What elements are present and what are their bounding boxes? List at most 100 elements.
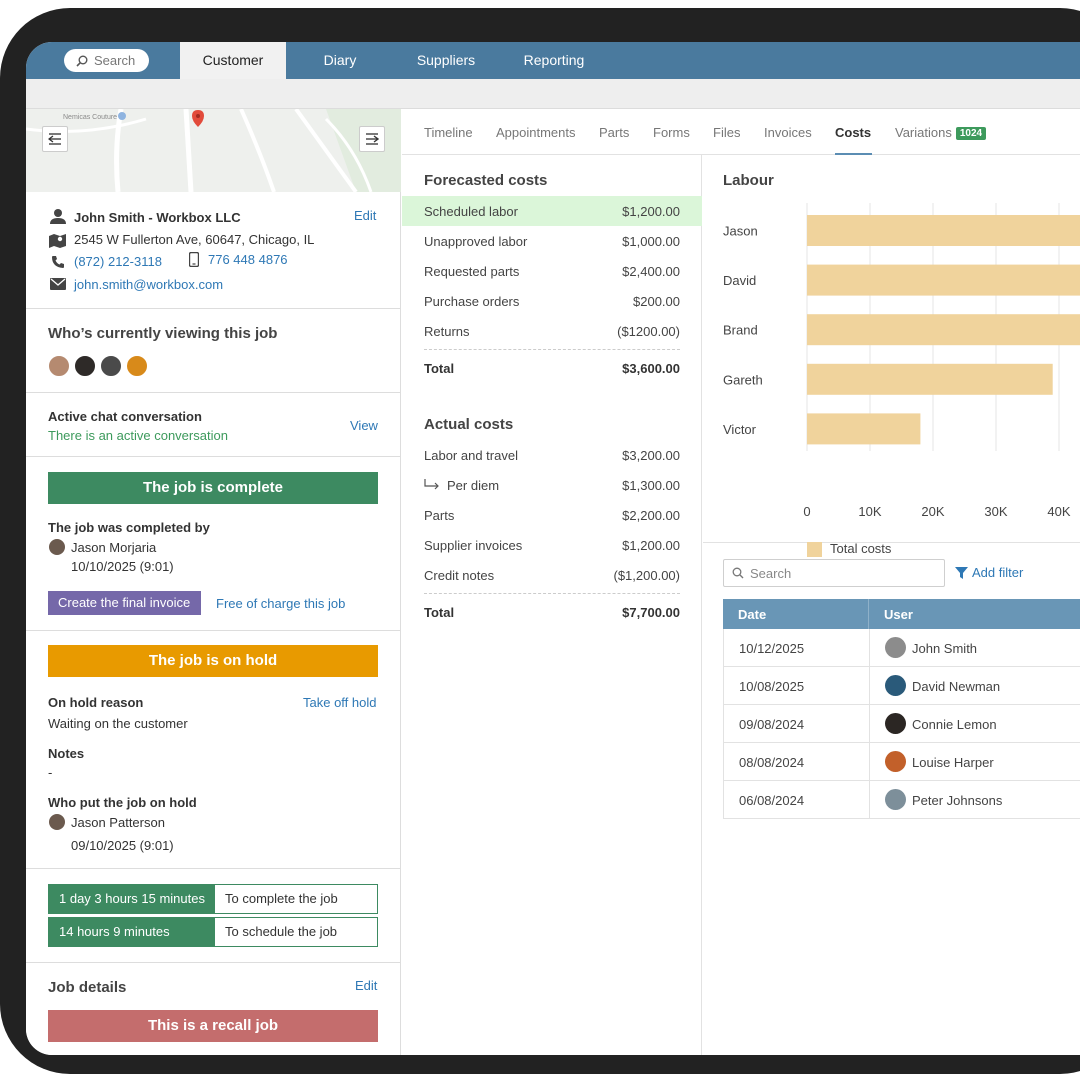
create-final-invoice-button[interactable]: Create the final invoice	[48, 591, 201, 615]
tab-parts[interactable]: Parts	[599, 125, 630, 140]
table-row[interactable]: 10/08/2025 David Newman	[723, 667, 1080, 705]
tab-variations[interactable]: Variations 1024	[895, 125, 987, 140]
cost-value: $1,200.00	[622, 204, 680, 219]
x-tick-label: 10K	[858, 504, 881, 519]
cost-row: Requested parts $2,400.00	[402, 256, 702, 286]
tab-customer[interactable]: Customer	[180, 42, 286, 79]
cost-row: Labor and travel $3,200.00	[402, 440, 702, 470]
location-map[interactable]: Nemicas Couture	[26, 109, 401, 192]
bar	[807, 363, 1053, 395]
total-label: Total	[424, 605, 455, 620]
table-row[interactable]: 08/08/2024 Louise Harper	[723, 743, 1080, 781]
avatar	[885, 675, 906, 696]
cost-value: $3,200.00	[622, 448, 680, 463]
timer-label: To complete the job	[225, 891, 338, 906]
cost-name: Parts	[424, 508, 455, 523]
chart-title: Labour	[723, 172, 774, 189]
tab-invoices[interactable]: Invoices	[764, 125, 812, 140]
on-hold-at: 09/10/2025 (9:01)	[71, 838, 174, 853]
viewers-section: Who’s currently viewing this job	[26, 309, 401, 393]
cost-row: Per diem $1,300.00	[402, 470, 702, 500]
timer-duration: 1 day 3 hours 15 minutes	[49, 885, 215, 913]
tab-costs[interactable]: Costs	[835, 125, 872, 140]
tab-appointments[interactable]: Appointments	[496, 125, 576, 140]
timer-label: To schedule the job	[225, 924, 338, 939]
x-tick-label: 30K	[984, 504, 1007, 519]
table-search-input[interactable]: Search	[723, 559, 945, 587]
avatar	[74, 355, 96, 377]
legend-label: Total costs	[830, 541, 892, 556]
cost-row: Scheduled labor $1,200.00	[402, 196, 702, 226]
tab-forms[interactable]: Forms	[653, 125, 690, 140]
avatar	[49, 539, 65, 555]
category-label: David	[723, 273, 756, 288]
global-search-placeholder: Search	[94, 53, 136, 68]
category-label: Victor	[723, 422, 757, 437]
who-put-on-hold-label: Who put the job on hold	[48, 795, 197, 810]
tab-files[interactable]: Files	[713, 125, 741, 140]
recall-job-banner: This is a recall job	[48, 1010, 378, 1042]
cost-row: Credit notes ($1,200.00)	[402, 560, 702, 590]
active-tab-underline	[835, 153, 872, 155]
avatar	[885, 789, 906, 810]
tab-suppliers[interactable]: Suppliers	[416, 52, 476, 68]
cell-divider	[869, 629, 870, 667]
row-date: 10/12/2025	[739, 641, 805, 656]
actual-costs-title: Actual costs	[424, 416, 514, 433]
row-user: Louise Harper	[912, 755, 994, 770]
costs-panel: Forecasted costs Scheduled labor $1,200.0…	[402, 155, 702, 1055]
legend-swatch	[807, 542, 822, 557]
customer-phone[interactable]: (872) 212-3118	[74, 254, 162, 269]
chat-section: Active chat conversation There is an act…	[26, 393, 401, 457]
cost-name: Requested parts	[424, 264, 520, 279]
add-filter-button[interactable]: Add filter	[955, 565, 1023, 580]
tab-reporting[interactable]: Reporting	[523, 52, 585, 68]
column-header-date[interactable]: Date	[738, 607, 767, 622]
total-value: $3,600.00	[622, 361, 680, 376]
cost-value: $2,400.00	[622, 264, 680, 279]
customer-email[interactable]: john.smith@workbox.com	[74, 277, 224, 292]
avatar	[885, 637, 906, 658]
table-row[interactable]: 06/08/2024 Peter Johnsons	[723, 781, 1080, 819]
take-off-hold-link[interactable]: Take off hold	[303, 695, 377, 710]
device-frame: Search Customer Diary Suppliers Reportin…	[0, 8, 1080, 1074]
table-row[interactable]: 10/12/2025 John Smith	[723, 629, 1080, 667]
edit-customer-link[interactable]: Edit	[354, 208, 377, 223]
collapse-left-icon	[48, 133, 61, 145]
free-of-charge-link[interactable]: Free of charge this job	[216, 596, 346, 611]
map-roads: Nemicas Couture	[26, 109, 401, 192]
bar	[807, 314, 1080, 346]
job-details-title: Job details	[48, 979, 127, 996]
view-chat-link[interactable]: View	[350, 418, 378, 433]
cell-divider	[869, 781, 870, 819]
avatar	[126, 355, 148, 377]
app-screen: Search Customer Diary Suppliers Reportin…	[26, 42, 1080, 1055]
divider	[424, 593, 680, 594]
cost-value: $1,300.00	[622, 478, 680, 493]
total-label: Total	[424, 361, 455, 376]
row-date: 10/08/2025	[739, 679, 805, 694]
filter-icon	[955, 566, 968, 579]
collapse-left-button[interactable]	[42, 126, 68, 152]
tab-diary[interactable]: Diary	[323, 52, 357, 68]
global-search[interactable]: Search	[64, 49, 149, 72]
job-complete-banner: The job is complete	[48, 472, 378, 504]
expand-right-icon	[366, 133, 379, 145]
add-filter-label: Add filter	[972, 565, 1024, 580]
bar	[807, 264, 1080, 296]
cost-name: Per diem	[447, 478, 500, 493]
edit-job-details-link[interactable]: Edit	[355, 978, 378, 993]
cost-name: Credit notes	[424, 568, 495, 583]
tab-timeline[interactable]: Timeline	[424, 125, 473, 140]
expand-right-button[interactable]	[359, 126, 385, 152]
table-row[interactable]: 09/08/2024 Connie Lemon	[723, 705, 1080, 743]
completed-by-label: The job was completed by	[48, 520, 210, 535]
job-on-hold-banner: The job is on hold	[48, 645, 378, 677]
cost-value: $2,200.00	[622, 508, 680, 523]
category-label: Brand	[723, 323, 758, 338]
customer-mobile[interactable]: 776 448 4876	[208, 252, 288, 267]
map-location-icon	[49, 234, 66, 248]
column-header-user[interactable]: User	[884, 607, 913, 622]
labour-bar-chart: 0 10K 20K 30K 40K Jason David Brand Gareth Victor…	[723, 203, 1080, 557]
divider	[424, 349, 680, 350]
